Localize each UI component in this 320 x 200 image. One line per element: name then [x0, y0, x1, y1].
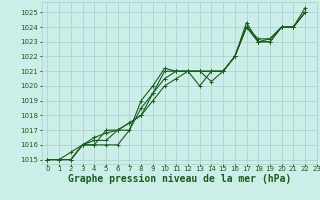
X-axis label: Graphe pression niveau de la mer (hPa): Graphe pression niveau de la mer (hPa) [68, 173, 291, 184]
